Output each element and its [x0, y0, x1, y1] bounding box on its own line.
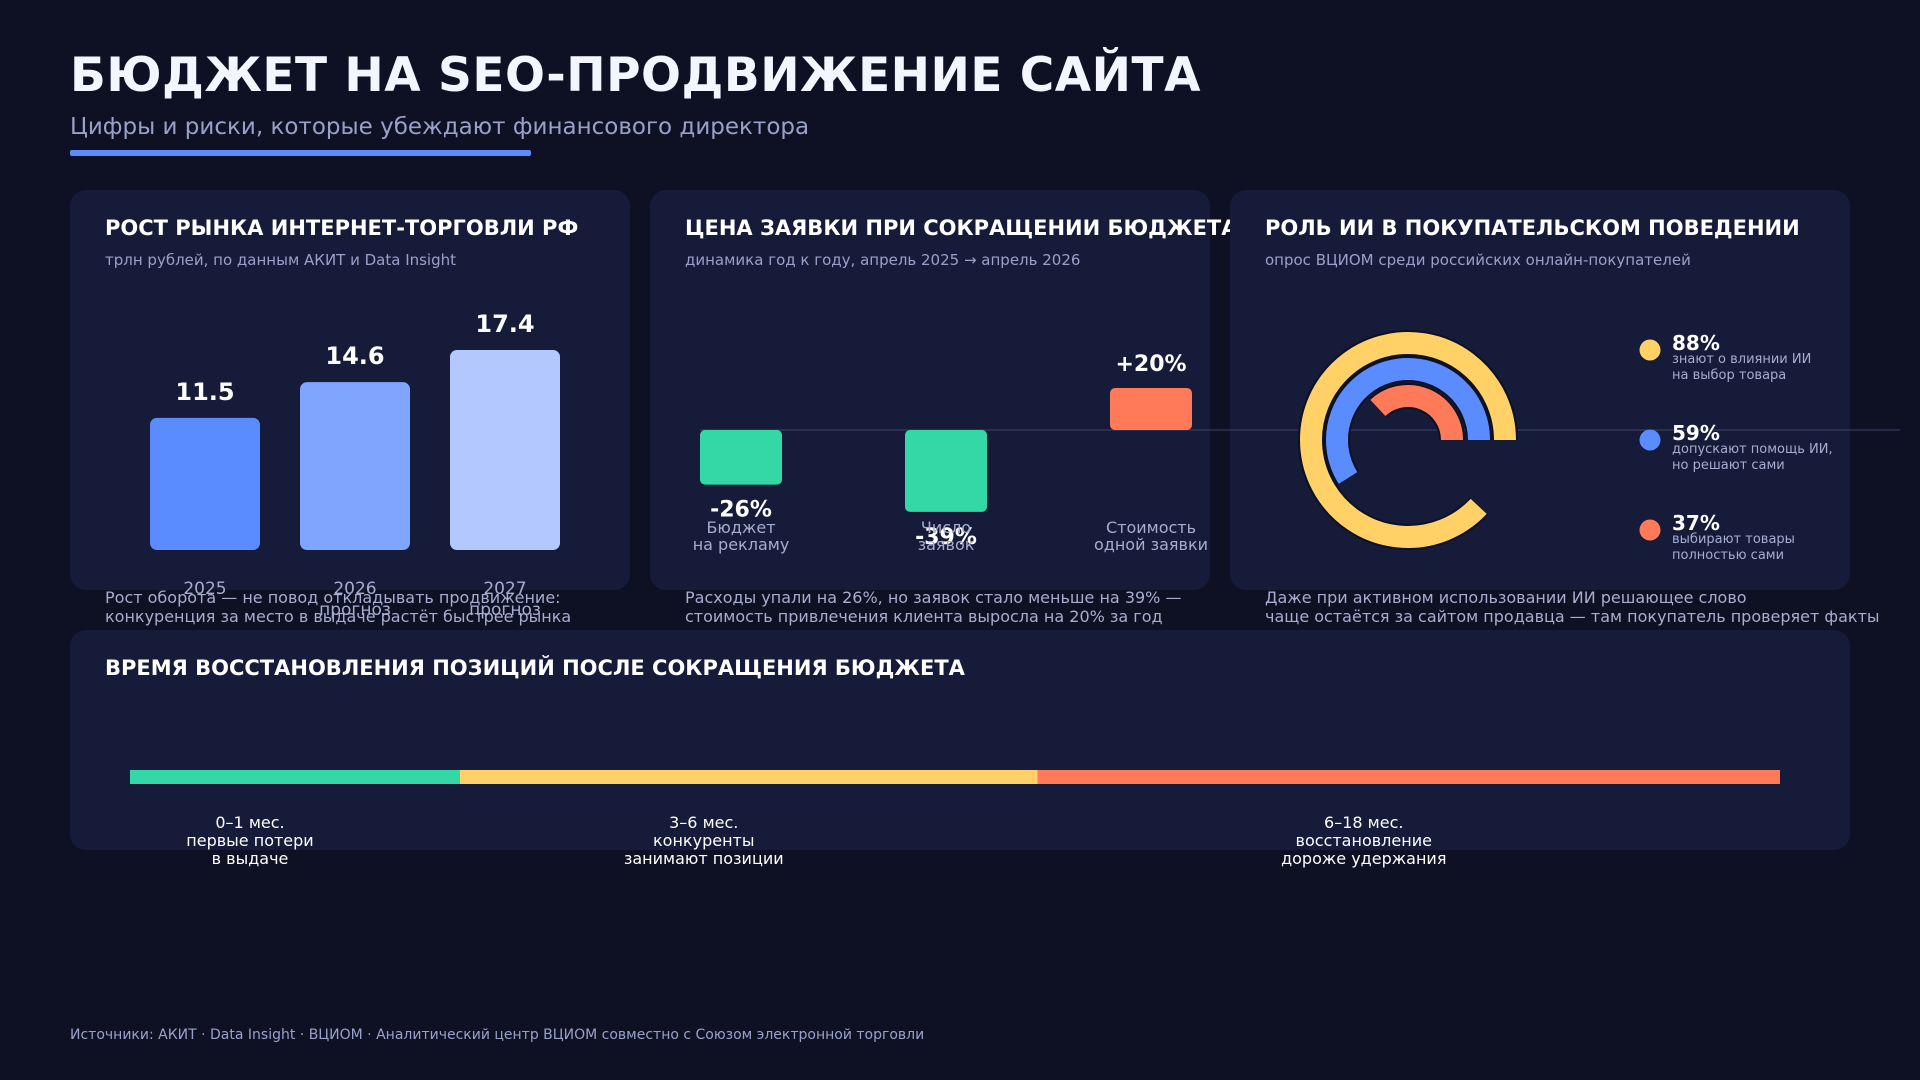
recovery-card: ВРЕМЯ ВОССТАНОВЛЕНИЯ ПОЗИЦИЙ ПОСЛЕ СОКРА… [70, 630, 1850, 850]
ai-role-card-title: РОЛЬ ИИ В ПОКУПАТЕЛЬСКОМ ПОВЕДЕНИИ [1265, 216, 1800, 240]
market-note-line-1: Рост оборота — не повод откладывать прод… [105, 588, 561, 607]
recovery-label-1-line-3: в выдаче [212, 849, 289, 868]
lead-cost-card-subtitle: динамика год к году, апрель 2025 → апрел… [685, 251, 1081, 269]
lead-cost-note-line-1: Расходы упали на 26%, но заявок стало ме… [685, 588, 1182, 607]
ai-role-card: РОЛЬ ИИ В ПОКУПАТЕЛЬСКОМ ПОВЕДЕНИИ опрос… [1230, 190, 1850, 590]
recovery-label-3-line-3: дороже удержания [1281, 849, 1446, 868]
page-subtitle: Цифры и риски, которые убеждают финансов… [70, 114, 810, 140]
title-underline [70, 150, 531, 156]
market-note: Рост оборота — не повод откладывать прод… [105, 588, 571, 626]
lead-cost-card-title: ЦЕНА ЗАЯВКИ ПРИ СОКРАЩЕНИИ БЮДЖЕТА [685, 216, 1238, 240]
ai-role-card-subtitle: опрос ВЦИОМ среди российских онлайн-поку… [1265, 251, 1691, 269]
market-note-line-2: конкуренция за место в выдаче растёт быс… [105, 607, 572, 626]
market-card-title: РОСТ РЫНКА ИНТЕРНЕТ-ТОРГОВЛИ РФ [105, 216, 579, 240]
sources-footnote: Источники: АКИТ · Data Insight · ВЦИОМ ·… [70, 1027, 925, 1043]
lead-cost-note-line-2: стоимость привлечения клиента выросла на… [685, 607, 1163, 626]
lead-cost-card: ЦЕНА ЗАЯВКИ ПРИ СОКРАЩЕНИИ БЮДЖЕТА динам… [650, 190, 1238, 590]
recovery-card-title: ВРЕМЯ ВОССТАНОВЛЕНИЯ ПОЗИЦИЙ ПОСЛЕ СОКРА… [105, 656, 965, 680]
lead-cost-note: Расходы упали на 26%, но заявок стало ме… [685, 588, 1181, 626]
page-title: БЮДЖЕТ НА SEO-ПРОДВИЖЕНИЕ САЙТА [70, 48, 1201, 103]
ai-role-note-line-2: чаще остаётся за сайтом продавца — там п… [1265, 607, 1880, 626]
ai-role-note: Даже при активном использовании ИИ решаю… [1265, 588, 1880, 626]
recovery-label-2-line-3: занимают позиции [624, 849, 784, 868]
ai-role-note-line-1: Даже при активном использовании ИИ решаю… [1265, 588, 1747, 607]
market-card: РОСТ РЫНКА ИНТЕРНЕТ-ТОРГОВЛИ РФ трлн руб… [70, 190, 630, 590]
market-card-subtitle: трлн рублей, по данным АКИТ и Data Insig… [105, 251, 457, 269]
